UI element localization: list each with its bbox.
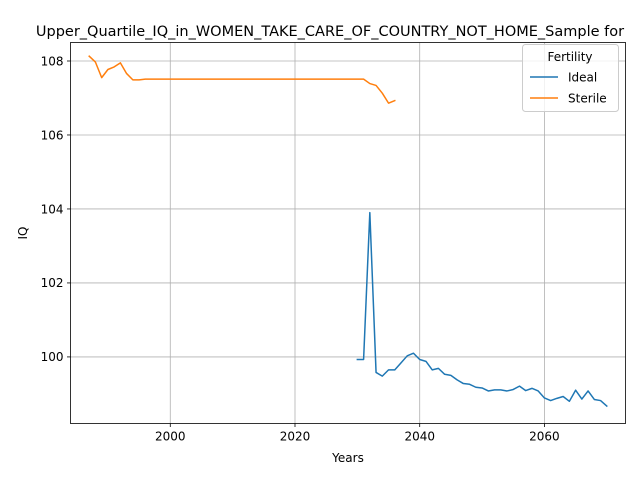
series-line-ideal — [356, 211, 608, 408]
legend-label-sterile: Sterile — [568, 91, 607, 105]
legend-title: Fertility — [547, 50, 592, 64]
x-axis-label: Years — [331, 451, 364, 465]
y-tick-label: 104 — [41, 202, 64, 216]
y-tick-label: 102 — [41, 276, 64, 290]
legend: Fertility Ideal Sterile — [522, 44, 619, 112]
x-tick-label: 2020 — [280, 430, 311, 444]
series-line-sterile — [88, 55, 396, 104]
y-axis-label: IQ — [16, 227, 30, 240]
axes-frame — [70, 42, 626, 424]
legend-box — [522, 44, 619, 112]
x-tick-label: 2040 — [404, 430, 435, 444]
x-tick-label: 2000 — [155, 430, 186, 444]
legend-items: Ideal Sterile — [530, 70, 607, 105]
chart-title: Upper_Quartile_IQ_in_WOMEN_TAKE_CARE_OF_… — [36, 24, 624, 40]
series-layer — [88, 55, 608, 408]
y-tick-label: 106 — [41, 128, 64, 142]
x-tick-label: 2060 — [529, 430, 560, 444]
legend-label-ideal: Ideal — [568, 70, 597, 84]
y-tick-label: 108 — [41, 54, 64, 68]
y-axis-ticks: 100 102 104 106 108 — [41, 54, 71, 364]
x-axis-ticks: 2000 2020 2040 2060 — [155, 423, 560, 444]
y-tick-label: 100 — [41, 350, 64, 364]
